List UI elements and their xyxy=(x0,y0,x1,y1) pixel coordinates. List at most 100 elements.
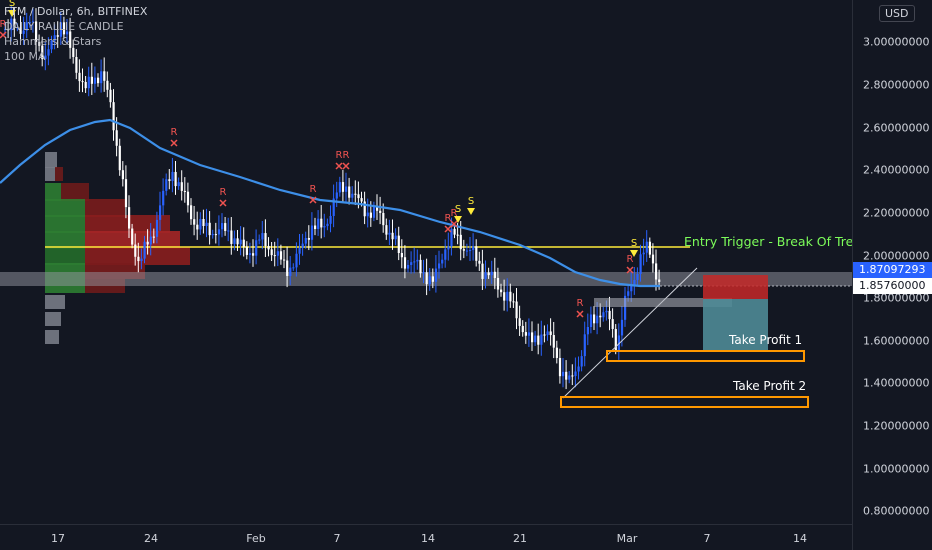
candle-body xyxy=(50,40,53,50)
candle-body xyxy=(131,228,134,245)
candle-body xyxy=(258,239,261,241)
candle-body xyxy=(78,72,81,82)
take-profit-2-box[interactable] xyxy=(560,396,809,408)
reversal-marker-label: R xyxy=(445,213,452,224)
currency-button[interactable]: USD xyxy=(879,5,915,22)
price-tick: 1.00000000 xyxy=(863,462,930,476)
candle-body xyxy=(434,268,438,282)
candle-body xyxy=(546,331,549,336)
moving-average-line xyxy=(0,118,660,288)
candle-body xyxy=(382,212,385,226)
candle-body xyxy=(7,29,10,31)
volume-bar xyxy=(45,215,85,233)
star-triangle-icon xyxy=(467,208,475,215)
take-profit-1-box[interactable] xyxy=(606,350,805,362)
candle-body xyxy=(41,45,44,60)
volume-profile xyxy=(45,152,190,344)
candle-body xyxy=(360,198,363,202)
candle-body xyxy=(500,289,503,293)
candle-body xyxy=(329,215,332,224)
candle-body xyxy=(199,219,202,230)
candle-body xyxy=(376,205,379,211)
star-marker-label: S xyxy=(631,238,637,249)
reversal-x-icon xyxy=(309,196,317,204)
candle-body xyxy=(586,327,589,335)
candle-body xyxy=(407,264,410,269)
time-tick: 7 xyxy=(703,532,711,545)
price-tick: 1.60000000 xyxy=(863,334,930,348)
candle-body xyxy=(180,182,183,191)
volume-bar xyxy=(85,199,125,217)
candle-body xyxy=(66,31,69,35)
candle-body xyxy=(121,170,124,180)
candle-body xyxy=(580,356,583,367)
candle-body xyxy=(345,186,348,192)
candle-body xyxy=(47,49,50,56)
candle-body xyxy=(481,263,484,279)
indicator-100-ma[interactable]: 100 MA xyxy=(4,50,46,63)
target-zone[interactable] xyxy=(703,299,768,352)
candle-body xyxy=(22,30,25,34)
candle-body xyxy=(630,284,633,292)
candle-body xyxy=(31,21,35,23)
price-tick: 1.20000000 xyxy=(863,419,930,433)
ma-price-label: 1.87097293 xyxy=(853,262,932,278)
candle-body xyxy=(124,179,128,208)
entry-zone-box[interactable] xyxy=(594,298,732,307)
chart-legend: FTM / Dollar, 6h, BITFINEX DAILY RALLIE … xyxy=(4,4,147,64)
candle-body xyxy=(391,232,394,240)
candle-body xyxy=(13,18,16,28)
candle-body xyxy=(552,335,555,348)
candle-body xyxy=(658,279,661,282)
candle-body xyxy=(611,319,614,329)
indicator-hammers-stars[interactable]: Hammers & Stars xyxy=(4,35,102,48)
reversal-marker-label: R xyxy=(577,298,584,309)
candle-body xyxy=(233,238,236,244)
candle-body xyxy=(326,223,329,227)
indicator-daily-rallie-candle[interactable]: DAILY RALLIE CANDLE xyxy=(4,20,124,33)
price-tick: 3.00000000 xyxy=(863,35,930,49)
time-tick: Mar xyxy=(616,532,638,545)
candle-body xyxy=(565,371,568,380)
candle-body xyxy=(394,235,397,240)
candle-body xyxy=(354,193,357,195)
price-tick: 2.20000000 xyxy=(863,206,930,220)
reversal-x-icon xyxy=(444,225,452,233)
volume-bar xyxy=(45,247,85,265)
candle-body xyxy=(410,262,413,265)
stop-loss-zone[interactable] xyxy=(703,275,768,299)
candle-body xyxy=(261,233,264,240)
candle-body xyxy=(456,234,459,236)
candle-body xyxy=(106,80,109,90)
candle-body xyxy=(642,252,645,255)
candle-body xyxy=(416,259,419,262)
take-profit-1-label: Take Profit 1 xyxy=(729,333,803,347)
candle-body xyxy=(128,207,131,229)
candle-body xyxy=(168,179,171,182)
symbol-title[interactable]: FTM / Dollar, 6h, BITFINEX xyxy=(4,5,148,18)
candle-body xyxy=(441,259,444,264)
candle-body xyxy=(267,245,270,250)
candle-body xyxy=(208,222,211,236)
volume-bar xyxy=(45,183,61,201)
candle-body xyxy=(589,314,593,328)
time-tick: 17 xyxy=(51,532,65,545)
trend-line[interactable] xyxy=(562,267,698,399)
candle-body xyxy=(549,331,552,336)
price-axis[interactable]: USD 3.00000000 2.80000000 2.60000000 2.4000… xyxy=(852,0,932,550)
candle-body xyxy=(478,260,481,264)
candle-body xyxy=(118,145,121,171)
candle-body xyxy=(295,253,298,268)
candle-body xyxy=(19,27,22,34)
candle-body xyxy=(633,279,636,285)
price-tick: 2.80000000 xyxy=(863,78,930,92)
time-axis[interactable]: 17 24 Feb 7 14 21 Mar 7 14 xyxy=(0,524,852,550)
candle-body xyxy=(357,194,360,199)
candle-body xyxy=(366,212,369,217)
take-profit-2-label: Take Profit 2 xyxy=(733,379,807,393)
candle-body xyxy=(645,241,648,253)
reversal-x-icon xyxy=(170,139,178,147)
candle-body xyxy=(81,81,84,83)
candle-body xyxy=(531,332,534,343)
